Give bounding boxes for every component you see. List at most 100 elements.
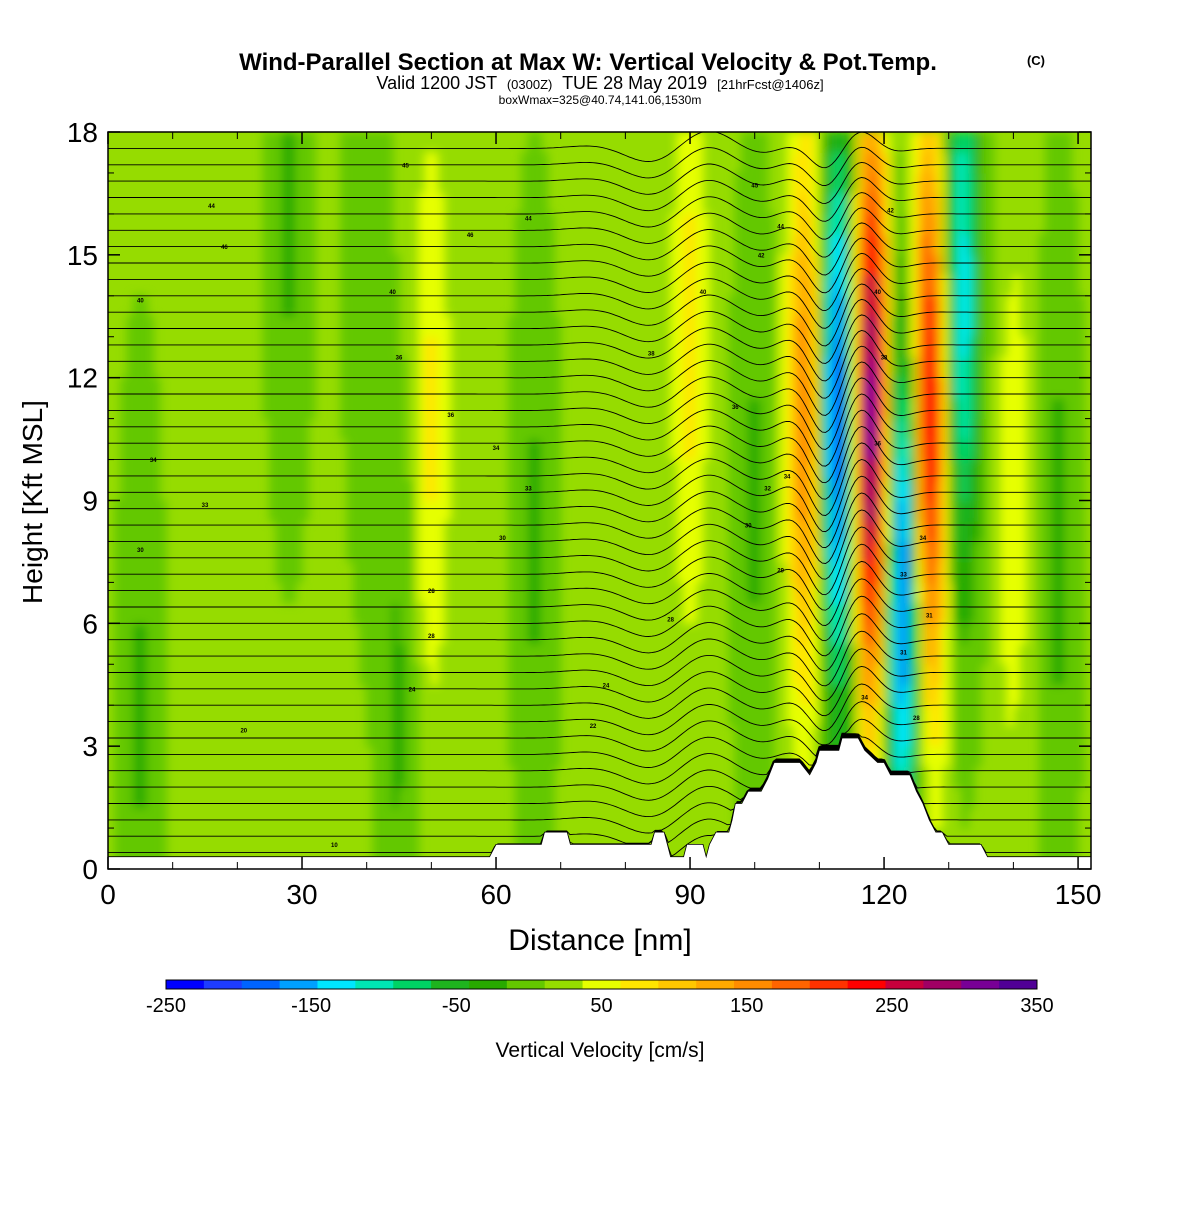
velocity-cell — [379, 172, 387, 194]
velocity-cell — [793, 254, 801, 276]
velocity-cell — [1051, 459, 1060, 481]
velocity-cell — [1006, 295, 1014, 317]
velocity-cell — [818, 725, 827, 747]
velocity-cell — [870, 418, 879, 440]
velocity-cell — [747, 192, 756, 215]
velocity-cell — [909, 315, 917, 338]
velocity-cell — [999, 581, 1008, 604]
velocity-cell — [922, 479, 930, 501]
velocity-cell — [527, 315, 536, 338]
velocity-cell — [366, 704, 374, 727]
velocity-cell — [527, 274, 536, 297]
velocity-cell — [295, 213, 303, 235]
velocity-cell — [353, 540, 361, 563]
velocity-cell — [935, 233, 943, 256]
velocity-cell — [928, 274, 937, 297]
velocity-cell — [793, 418, 801, 440]
velocity-cell — [883, 132, 892, 153]
velocity-cell — [741, 622, 749, 645]
velocity-cell — [159, 643, 167, 665]
velocity-cell — [974, 602, 982, 624]
velocity-cell — [741, 356, 749, 379]
velocity-cell — [366, 336, 374, 358]
velocity-cell — [1006, 561, 1014, 583]
velocity-cell — [896, 397, 904, 420]
velocity-cell — [974, 233, 982, 256]
velocity-cell — [670, 377, 678, 399]
velocity-cell — [443, 397, 452, 420]
velocity-cell — [1038, 356, 1047, 379]
velocity-cell — [683, 561, 691, 583]
velocity-cell — [133, 500, 141, 522]
velocity-cell — [534, 172, 542, 194]
velocity-cell — [139, 643, 148, 665]
velocity-cell — [340, 213, 348, 235]
velocity-cell — [521, 336, 529, 358]
velocity-cell — [152, 377, 161, 399]
velocity-cell — [689, 479, 698, 501]
velocity-cell — [288, 151, 297, 174]
velocity-cell — [747, 274, 756, 297]
velocity-cell — [379, 745, 387, 768]
velocity-cell — [683, 500, 691, 522]
velocity-cell — [696, 315, 704, 338]
velocity-cell — [1051, 622, 1060, 645]
velocity-cell — [139, 561, 148, 583]
velocity-cell — [676, 295, 685, 317]
velocity-cell — [857, 561, 866, 583]
velocity-cell — [126, 500, 135, 522]
velocity-cell — [767, 233, 775, 256]
velocity-cell — [1006, 397, 1014, 420]
velocity-cell — [404, 561, 413, 583]
velocity-cell — [366, 500, 374, 522]
velocity-cell — [1045, 500, 1053, 522]
velocity-cell — [288, 233, 297, 256]
velocity-cell — [812, 336, 820, 358]
velocity-cell — [935, 438, 943, 461]
velocity-cell — [417, 459, 426, 481]
velocity-cell — [818, 254, 827, 276]
velocity-cell — [747, 684, 756, 706]
velocity-cell — [967, 315, 976, 338]
velocity-cell — [741, 540, 749, 563]
velocity-cell — [301, 356, 309, 379]
velocity-cell — [980, 561, 989, 583]
velocity-cell — [896, 581, 904, 604]
velocity-cell — [683, 520, 691, 542]
velocity-cell — [915, 336, 924, 358]
velocity-cell — [999, 622, 1008, 645]
velocity-cell — [760, 643, 769, 665]
velocity-cell — [857, 540, 866, 563]
velocity-cell — [954, 233, 963, 256]
velocity-cell — [760, 356, 769, 379]
velocity-cell — [864, 233, 872, 256]
velocity-cell — [877, 500, 885, 522]
velocity-cell — [825, 295, 833, 317]
velocity-cell — [366, 479, 374, 501]
velocity-cell — [825, 151, 833, 174]
velocity-cell — [1058, 356, 1066, 379]
velocity-cell — [359, 233, 368, 256]
velocity-cell — [754, 520, 762, 542]
velocity-cell — [275, 295, 284, 317]
velocity-cell — [1064, 356, 1073, 379]
velocity-cell — [353, 602, 361, 624]
velocity-cell — [353, 336, 361, 358]
velocity-cell — [1071, 807, 1079, 829]
forecast-info: [21hrFcst@1406z] — [717, 77, 823, 92]
velocity-cell — [883, 295, 892, 317]
velocity-cell — [437, 540, 445, 563]
velocity-cell — [1006, 520, 1014, 542]
velocity-cell — [146, 663, 154, 686]
velocity-cell — [954, 500, 963, 522]
velocity-cell — [521, 418, 529, 440]
velocity-cell — [747, 622, 756, 645]
velocity-cell — [760, 213, 769, 235]
velocity-cell — [1051, 663, 1060, 686]
velocity-cell — [385, 151, 394, 174]
velocity-cell — [760, 233, 769, 256]
velocity-cell — [780, 254, 788, 276]
velocity-cell — [877, 622, 885, 645]
velocity-cell — [890, 622, 898, 645]
